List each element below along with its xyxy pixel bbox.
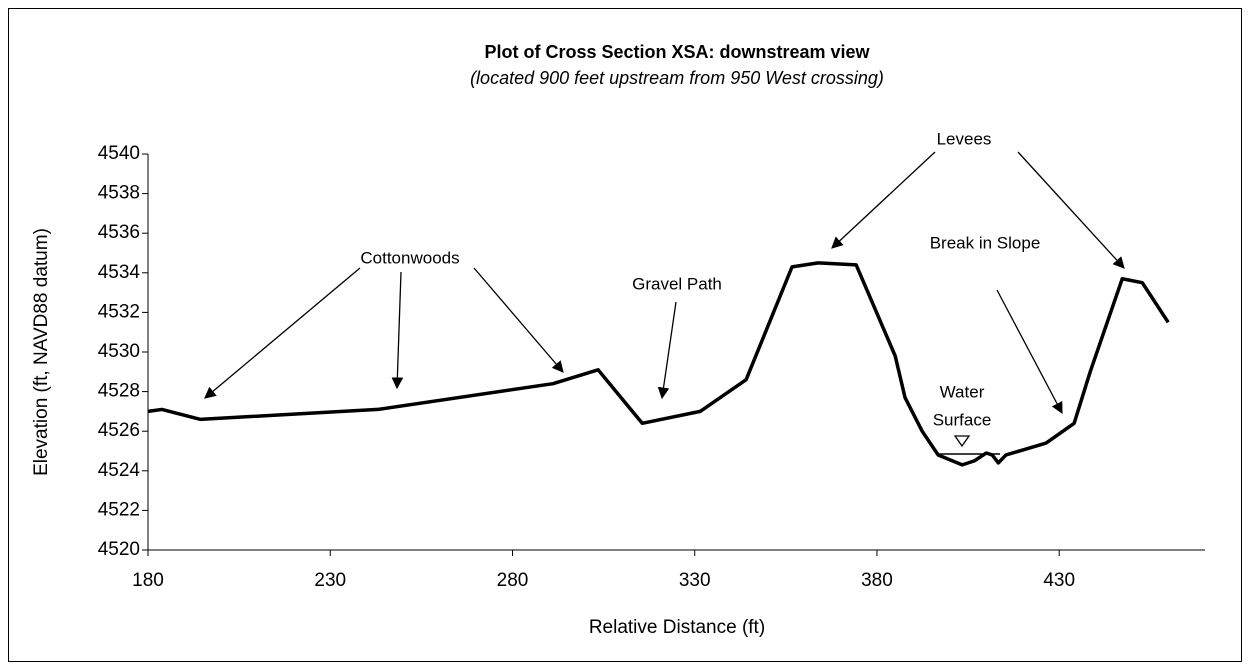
y-tick-label: 4534 (98, 262, 141, 283)
y-tick-label: 4540 (98, 143, 140, 164)
x-axis-title: Relative Distance (ft) (589, 617, 765, 638)
y-tick-label: 4526 (98, 420, 140, 441)
arrow (996, 289, 1063, 415)
arrow (831, 151, 936, 249)
annotation: Break in Slope (930, 233, 1041, 252)
y-tick-label: 4528 (98, 381, 140, 402)
y-tick-label: 4532 (98, 301, 140, 322)
arrow (657, 301, 677, 400)
y-tick-label: 4538 (98, 183, 140, 204)
x-tick-label: 330 (679, 570, 711, 591)
y-tick-label: 4520 (98, 539, 140, 560)
chart-title: Plot of Cross Section XSA: downstream vi… (484, 42, 870, 62)
y-tick-label: 4530 (98, 341, 140, 362)
annotation: Levees (937, 129, 992, 148)
annotation: Gravel Path (632, 274, 722, 293)
y-tick-label: 4536 (98, 222, 140, 243)
x-tick-label: 380 (861, 570, 893, 591)
y-axis-title: Elevation (ft, NAVD88 datum) (31, 228, 52, 476)
annotation: Water (940, 382, 985, 401)
x-tick-label: 430 (1043, 570, 1075, 591)
annotations (204, 151, 1125, 455)
y-tick-label: 4524 (98, 460, 141, 481)
arrow (1017, 151, 1125, 269)
annotation: Cottonwoods (360, 248, 459, 267)
line-series (147, 261, 1170, 467)
arrow (391, 271, 404, 390)
chart-subtitle: (located 900 feet upstream from 950 West… (470, 68, 884, 88)
y-tick-label: 4522 (98, 499, 140, 520)
x-tick-label: 180 (132, 570, 164, 591)
arrow (473, 267, 564, 373)
x-tick-label: 280 (497, 570, 529, 591)
frame (8, 8, 1242, 662)
water-surface-symbol (953, 435, 971, 448)
x-tick-label: 230 (314, 570, 346, 591)
arrow (204, 267, 361, 399)
annotation: Surface (933, 410, 992, 429)
